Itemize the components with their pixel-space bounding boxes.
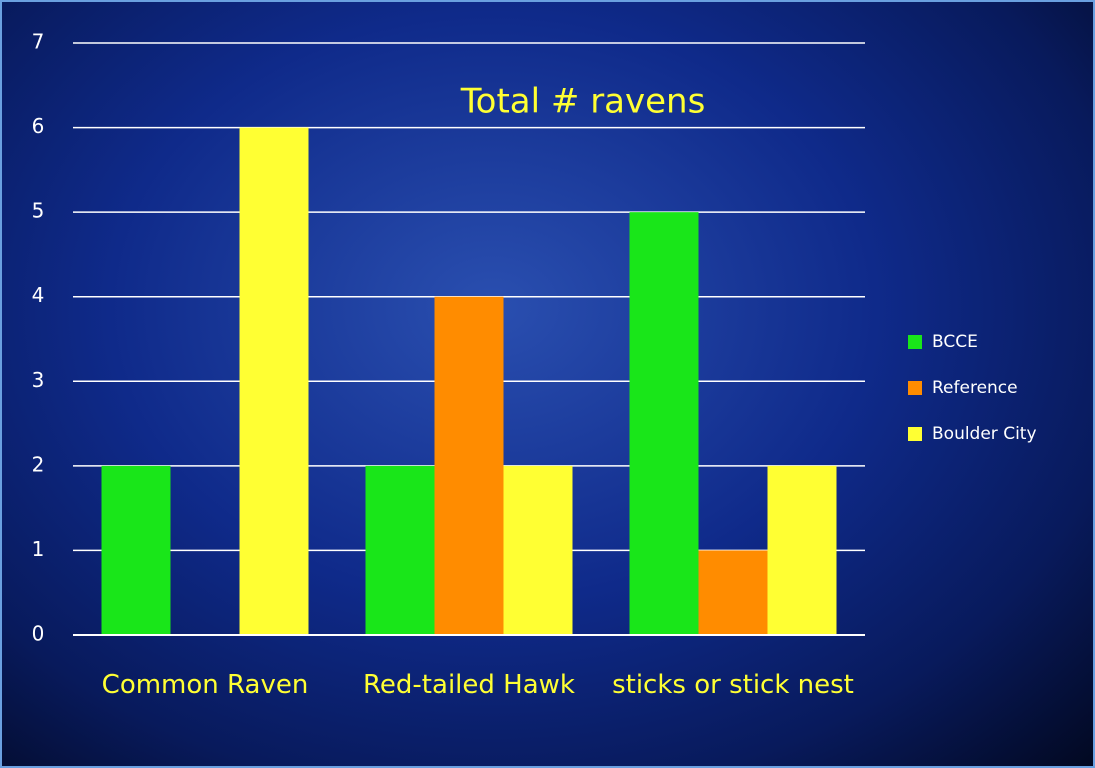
y-tick-label: 1 bbox=[32, 537, 45, 561]
chart-title: Total # ravens bbox=[460, 82, 706, 122]
legend-swatch bbox=[908, 381, 922, 395]
bar bbox=[767, 465, 837, 635]
x-tick-label: Common Raven bbox=[101, 670, 309, 700]
bar bbox=[101, 465, 171, 635]
bar bbox=[503, 465, 573, 635]
legend-label: Boulder City bbox=[932, 424, 1037, 444]
bar bbox=[239, 127, 309, 636]
bar bbox=[698, 550, 768, 635]
legend-swatch bbox=[908, 427, 922, 441]
legend-swatch bbox=[908, 335, 922, 349]
y-tick-label: 3 bbox=[32, 368, 45, 392]
bar bbox=[629, 212, 699, 635]
x-tick-label: sticks or stick nest bbox=[612, 670, 854, 700]
x-tick-label: Red-tailed Hawk bbox=[363, 670, 575, 700]
y-tick-label: 7 bbox=[32, 30, 45, 54]
y-tick-label: 2 bbox=[32, 452, 45, 476]
y-tick-label: 5 bbox=[32, 199, 45, 223]
bar bbox=[434, 296, 504, 635]
y-tick-label: 6 bbox=[32, 114, 45, 138]
legend-label: BCCE bbox=[932, 332, 978, 352]
y-tick-label: 4 bbox=[32, 283, 45, 307]
bar bbox=[365, 465, 435, 635]
legend-label: Reference bbox=[932, 378, 1018, 398]
y-tick-label: 0 bbox=[32, 622, 45, 646]
